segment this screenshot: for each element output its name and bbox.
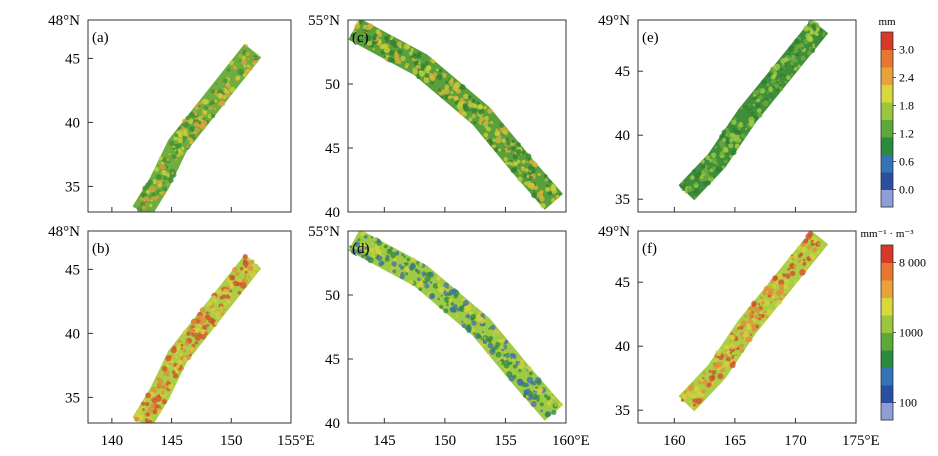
x-tick-label: 160°E [552, 433, 590, 449]
panel-label: (d) [352, 241, 370, 257]
colorbar-tick-label: 1.8 [899, 99, 914, 113]
panel-frame [347, 230, 567, 424]
colorbar-2: 100 1000 8 000 mm⁻¹ · m⁻³ [860, 228, 926, 421]
y-tick-label: 45 [65, 51, 80, 67]
colorbar-swatch [881, 67, 893, 85]
panel-b: 35 40 45 48°N 140 145 150 155°E (b) [48, 224, 315, 449]
y-tick-label: 45 [325, 141, 340, 157]
colorbar-swatch [881, 137, 893, 155]
colorbar-swatch [881, 280, 893, 298]
panel-f: 35 40 45 49°N 160 165 170 175°E (f) [598, 224, 880, 449]
colorbar-swatch [881, 297, 893, 316]
colorbar-tick-label: 1.2 [899, 127, 914, 141]
colorbar-tick-label: 2.4 [899, 71, 914, 85]
swath [348, 20, 564, 210]
y-tick-label: 50 [325, 77, 340, 93]
y-tick-label: 55°N [308, 224, 340, 240]
x-tick-label: 150 [220, 433, 243, 449]
colorbar-tick-label: 0.6 [899, 155, 914, 169]
x-tick-label: 165 [724, 433, 747, 449]
y-tick-label: 40 [65, 326, 80, 342]
colorbar-swatch [881, 367, 893, 386]
colorbar-swatch [881, 315, 893, 333]
y-tick-label: 35 [65, 390, 80, 406]
y-tick-label: 49°N [598, 13, 630, 29]
colorbar-swatch [881, 402, 893, 421]
y-tick-label: 35 [615, 192, 630, 208]
panel-label: (c) [352, 30, 369, 46]
y-tick-label: 40 [65, 115, 80, 131]
colorbar-swatch [881, 385, 893, 403]
y-tick-label: 35 [615, 403, 630, 419]
y-tick-label: 55°N [308, 13, 340, 29]
colorbar-tick-label: 8 000 [899, 256, 926, 270]
y-tick-label: 49°N [598, 224, 630, 240]
panel-d: 40 45 50 55°N 145 150 155 160°E (d) [308, 224, 590, 449]
swath [132, 44, 262, 212]
panel-label: (e) [642, 30, 659, 46]
colorbar-swatch [881, 172, 893, 190]
y-tick-label: 45 [615, 275, 630, 291]
x-tick-label: 145 [160, 433, 183, 449]
colorbar-tick-label: 1000 [899, 326, 923, 340]
swath [678, 20, 829, 201]
colorbar-tick-label: 3.0 [899, 43, 914, 57]
swath [132, 254, 262, 423]
x-tick-label: 150 [434, 433, 457, 449]
swath-band [348, 231, 564, 421]
colorbar-tick-label: 0.0 [899, 183, 914, 197]
y-tick-label: 45 [65, 262, 80, 278]
colorbar-swatch [881, 245, 893, 263]
colorbar-tick-label: 100 [899, 396, 917, 410]
colorbar-unit: mm⁻¹ · m⁻³ [860, 228, 914, 240]
y-tick-label: 45 [615, 64, 630, 80]
x-tick-label: 155°E [277, 433, 315, 449]
colorbar-swatch [881, 350, 893, 368]
panel-frame [637, 230, 857, 424]
panel-e: 35 40 45 49°N (e) [598, 13, 857, 213]
colorbar-swatch [881, 84, 893, 103]
y-tick-label: 40 [615, 339, 630, 355]
x-tick-label: 145 [373, 433, 396, 449]
x-tick-label: 170 [784, 433, 807, 449]
colorbar-unit: mm [878, 16, 896, 28]
x-tick-label: 155 [494, 433, 517, 449]
x-tick-label: 160 [663, 433, 686, 449]
panel-label: (f) [642, 241, 657, 257]
colorbar-swatch [881, 154, 893, 173]
colorbar-swatch [881, 32, 893, 50]
y-tick-label: 40 [615, 128, 630, 144]
colorbar-swatch [881, 332, 893, 351]
y-tick-label: 35 [65, 179, 80, 195]
colorbar-swatch [881, 189, 893, 208]
panel-frame [347, 19, 567, 213]
colorbar-swatch [881, 119, 893, 138]
y-tick-label: 48°N [48, 13, 80, 29]
x-tick-label: 140 [101, 433, 124, 449]
swath [348, 231, 564, 421]
y-tick-label: 45 [325, 352, 340, 368]
panel-label: (b) [92, 241, 110, 257]
colorbar-frame [880, 31, 894, 208]
y-tick-label: 50 [325, 288, 340, 304]
colorbar-swatch [881, 262, 893, 281]
panel-c: 40 45 50 55°N (c) [308, 13, 567, 221]
panel-frame [87, 230, 292, 424]
colorbar-1: 0.0 0.6 1.2 1.8 2.4 3.0 mm [878, 16, 914, 208]
colorbar-swatch [881, 49, 893, 68]
colorbar-swatch [881, 102, 893, 120]
y-tick-label: 40 [325, 205, 340, 221]
y-tick-label: 40 [325, 416, 340, 432]
swath [678, 231, 829, 412]
x-tick-label: 175°E [842, 433, 880, 449]
panel-a: 35 40 45 48°N (a) [48, 13, 292, 213]
panel-frame [87, 19, 292, 213]
y-tick-label: 48°N [48, 224, 80, 240]
panel-frame [637, 19, 857, 213]
panel-label: (a) [92, 30, 109, 46]
